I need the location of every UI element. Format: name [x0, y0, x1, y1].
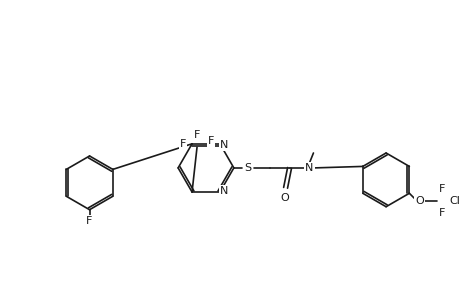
Text: Cl: Cl [449, 196, 459, 206]
Text: F: F [207, 136, 214, 146]
Text: O: O [280, 193, 288, 203]
Text: N: N [219, 186, 228, 196]
Text: O: O [414, 196, 423, 206]
Text: N: N [219, 140, 228, 150]
Text: F: F [193, 130, 200, 140]
Text: S: S [244, 163, 251, 173]
Text: F: F [438, 208, 444, 218]
Text: F: F [179, 139, 186, 149]
Text: F: F [86, 216, 93, 226]
Text: F: F [438, 184, 444, 194]
Text: N: N [305, 163, 313, 173]
